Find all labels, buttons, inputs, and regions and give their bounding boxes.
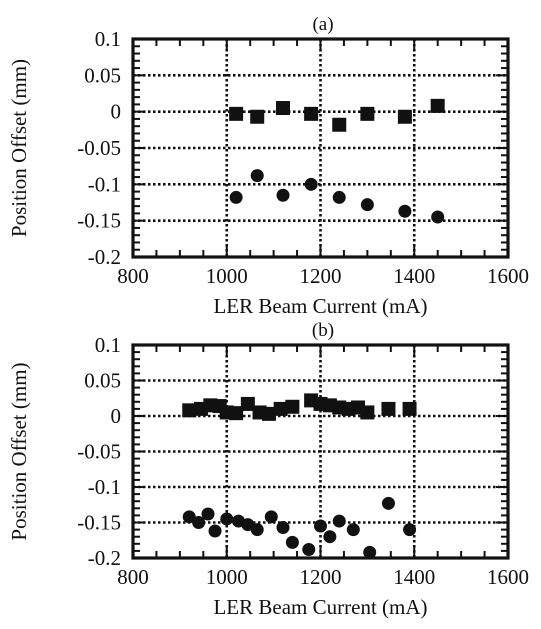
y-tick-label: -0.15 <box>77 511 121 535</box>
circle-data-point <box>250 169 264 183</box>
square-data-point <box>397 109 412 124</box>
square-data-point <box>285 399 300 414</box>
circle-data-point <box>201 507 215 521</box>
circle-data-point <box>276 520 290 534</box>
x-tick-label: 1200 <box>300 264 342 288</box>
scatter-plot-panel-b: 800 1000 1200 1400 1600 0.1 0.05 0 -0.05 -0.1 -0.1… <box>7 320 529 619</box>
square-data-point <box>381 401 396 416</box>
circle-data-point <box>363 545 377 559</box>
y-axis-title: Position Offset (mm) <box>7 59 31 237</box>
x-tick-label: 1600 <box>487 264 529 288</box>
circle-data-point <box>208 524 222 538</box>
y-tick-label: -0.05 <box>77 440 121 464</box>
circle-data-point <box>276 188 290 202</box>
circle-data-point <box>264 510 278 524</box>
x-tick-label: 800 <box>117 264 149 288</box>
x-tick-label: 800 <box>117 565 149 589</box>
square-data-point <box>276 101 290 116</box>
y-tick-label: -0.1 <box>88 475 121 499</box>
square-data-point <box>229 406 244 421</box>
x-tick-label: 1000 <box>206 565 248 589</box>
circle-data-point <box>332 514 346 528</box>
square-data-point <box>229 106 244 121</box>
y-tick-label: 0.1 <box>95 27 121 51</box>
circle-data-point <box>302 542 316 556</box>
circle-data-point <box>182 510 196 524</box>
circle-data-point <box>332 190 346 204</box>
y-tick-label: -0.2 <box>88 546 121 570</box>
x-tick-label: 1600 <box>487 565 529 589</box>
circle-data-point <box>403 523 417 537</box>
square-data-point <box>402 401 417 416</box>
panel-label: (b) <box>312 320 334 341</box>
panel-label: (a) <box>312 14 333 35</box>
circle-data-point <box>250 523 264 537</box>
square-data-point <box>430 98 445 113</box>
square-data-point <box>261 406 276 421</box>
plot-frame <box>131 37 510 259</box>
square-data-point <box>250 109 265 124</box>
circle-data-point <box>398 204 412 218</box>
x-tick-label: 1000 <box>206 264 248 288</box>
y-tick-label: -0.15 <box>77 209 121 233</box>
y-tick-label: 0 <box>111 100 122 124</box>
circle-data-point <box>314 519 327 533</box>
x-tick-label: 1200 <box>300 565 342 589</box>
y-tick-label: 0 <box>111 404 122 428</box>
circle-data-point <box>360 198 374 212</box>
circle-data-point <box>304 177 318 191</box>
square-data-point <box>273 401 288 416</box>
circle-data-point <box>285 535 299 549</box>
circle-data-point <box>229 190 243 204</box>
y-axis-title: Position Offset (mm) <box>7 362 31 540</box>
y-tick-label: -0.1 <box>88 172 121 196</box>
square-data-point <box>182 403 197 418</box>
x-axis-title: LER Beam Current (mA) <box>213 294 427 318</box>
plot-frame <box>131 343 510 560</box>
x-tick-label: 1400 <box>393 264 435 288</box>
square-data-point <box>360 106 375 121</box>
y-tick-label: -0.2 <box>88 245 121 269</box>
circle-data-point <box>192 516 206 529</box>
y-tick-label: -0.05 <box>77 136 121 160</box>
circle-data-point <box>220 512 234 526</box>
x-tick-label: 1400 <box>393 565 435 589</box>
square-data-point <box>240 396 255 411</box>
square-data-point <box>332 117 347 132</box>
y-tick-label: 0.05 <box>84 63 121 87</box>
circle-data-point <box>381 496 395 510</box>
square-data-point <box>360 405 375 420</box>
circle-data-point <box>431 210 445 224</box>
x-axis-title: LER Beam Current (mA) <box>213 595 427 619</box>
y-tick-label: 0.1 <box>95 333 121 357</box>
square-data-point <box>304 106 319 121</box>
scatter-plot-panel-a: 800 1000 1200 1400 1600 0.1 0.05 0 -0.05 -0.1 -0.1… <box>7 14 529 318</box>
circle-data-point <box>346 523 360 537</box>
circle-data-point <box>323 530 337 544</box>
y-tick-label: 0.05 <box>84 369 121 393</box>
